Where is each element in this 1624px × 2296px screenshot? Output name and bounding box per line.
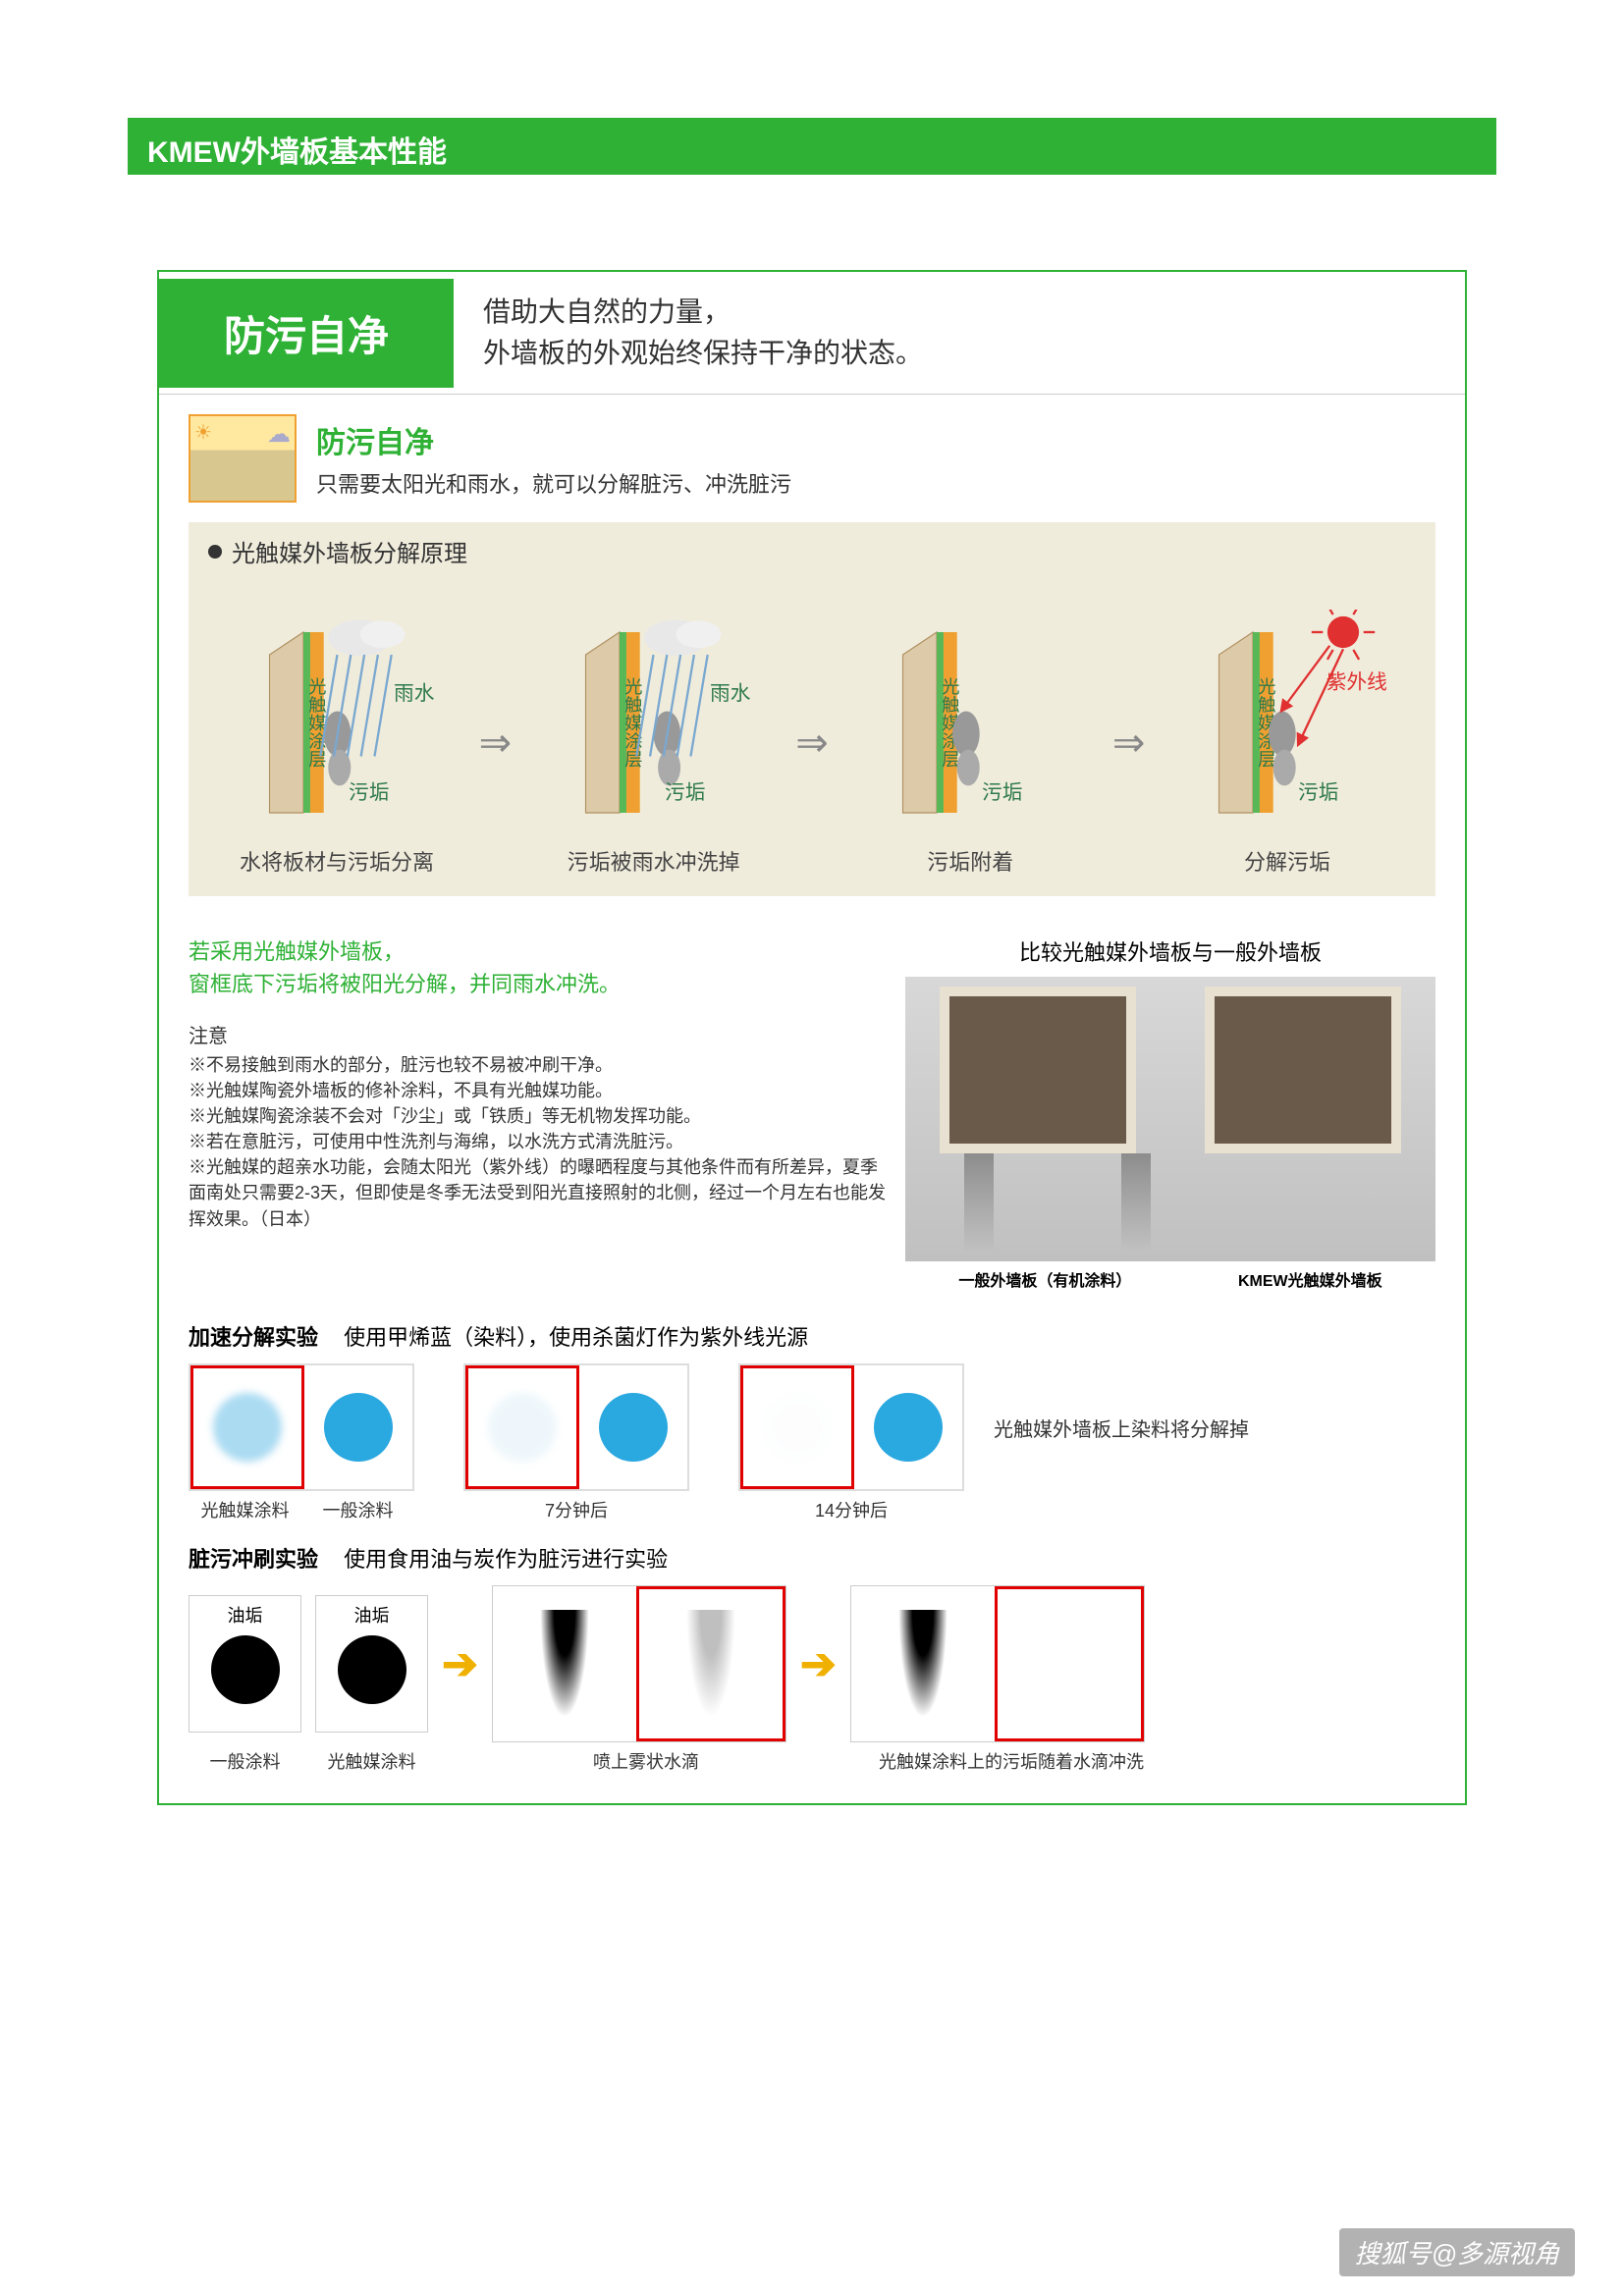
sample-left-0 [190, 1365, 304, 1489]
svg-text:雨水: 雨水 [710, 682, 751, 705]
exp2-title: 脏污冲刷实验 [189, 1547, 318, 1572]
exp1-captions: 光触媒涂料一般涂料 7分钟后 14分钟后 [189, 1497, 1435, 1522]
mid-section: 若采用光触媒外墙板，窗框底下污垢将被阳光分解，并同雨水冲洗。 注意 ※不易接触到… [159, 916, 1465, 1310]
sample-pair-2 [738, 1363, 964, 1491]
wash2-left [493, 1586, 636, 1741]
oil-label-2: 油垢 [354, 1602, 390, 1628]
sub-title: 防污自净 [316, 418, 791, 461]
exp2-captions: 一般涂料 光触媒涂料 喷上雾状水滴 光触媒涂料上的污垢随着水滴冲洗 [189, 1748, 1435, 1774]
window-right [1205, 987, 1401, 1153]
stage-caption-0: 水将板材与污垢分离 [240, 845, 434, 877]
stage-2: 光触媒涂层 污垢 污垢附着 [836, 610, 1106, 877]
mid-left: 若采用光触媒外墙板，窗框底下污垢将被阳光分解，并同雨水冲洗。 注意 ※不易接触到… [189, 935, 886, 1291]
exp1-cap-2: 14分钟后 [738, 1497, 964, 1522]
exp2-header: 脏污冲刷实验 使用食用油与炭作为脏污进行实验 [189, 1542, 1435, 1574]
svg-text:污垢: 污垢 [665, 781, 705, 804]
watermark: 搜狐号@多源视角 [1339, 2228, 1575, 2276]
warn-text: ※不易接触到雨水的部分，脏污也较不易被冲刷干净。※光触媒陶瓷外墙板的修补涂料，不… [189, 1052, 886, 1232]
stage-caption-3: 分解污垢 [1244, 845, 1330, 877]
compare-left-label: 一般外墙板（有机涂料） [958, 1267, 1131, 1291]
stage-caption-1: 污垢被雨水冲洗掉 [568, 845, 740, 877]
sub-block: 防污自净 只需要太阳光和雨水，就可以分解脏污、冲洗脏污 [316, 418, 791, 499]
title-desc: 借助大自然的力量， 外墙板的外观始终保持干净的状态。 [454, 272, 952, 394]
sample-right-2 [854, 1365, 962, 1489]
svg-text:紫外线: 紫外线 [1326, 671, 1387, 694]
warn-title: 注意 [189, 1020, 886, 1048]
window-left [940, 987, 1136, 1153]
exp1-cap-1: 7分钟后 [463, 1497, 689, 1522]
stain-left2 [1121, 1153, 1151, 1252]
wash-stage-2 [492, 1585, 786, 1742]
exp2-row: 油垢 油垢 ➔ ➔ [189, 1585, 1435, 1742]
exp1-note: 光触媒外墙板上染料将分解掉 [994, 1414, 1249, 1442]
black-dot-1 [211, 1635, 280, 1704]
drip-1 [540, 1610, 589, 1718]
oil-box-2: 油垢 [315, 1595, 428, 1733]
exp2-cap4: 光触媒涂料上的污垢随着水滴冲洗 [864, 1748, 1159, 1774]
stain-left1 [964, 1153, 994, 1252]
desc-line1: 借助大自然的力量， [483, 292, 923, 333]
wash-stage-3 [850, 1585, 1145, 1742]
mid-right: 比较光触媒外墙板与一般外墙板 一般外墙板（有机涂料） KMEW光触媒外墙板 [905, 935, 1435, 1291]
sub-row: 防污自净 只需要太阳光和雨水，就可以分解脏污、冲洗脏污 [159, 395, 1465, 522]
exp1-section: 加速分解实验 使用甲烯蓝（染料），使用杀菌灯作为紫外线光源 光触媒外墙板上染料将… [159, 1310, 1465, 1532]
header-title: KMEW外墙板基本性能 [147, 136, 447, 169]
title-row: 防污自净 借助大自然的力量， 外墙板的外观始终保持干净的状态。 [159, 272, 1465, 395]
exp2-cap1: 一般涂料 [189, 1748, 301, 1774]
stage-arrow-2: ⇒ [1112, 721, 1146, 766]
black-dot-2 [338, 1635, 406, 1704]
exp2-section: 脏污冲刷实验 使用食用油与炭作为脏污进行实验 油垢 油垢 ➔ ➔ [159, 1532, 1465, 1803]
stage-1: 光触媒涂层 污垢 雨水 污垢被雨水冲洗掉 [518, 610, 788, 877]
arrow-2: ➔ [800, 1639, 837, 1689]
principle-bar: 光触媒外墙板分解原理 [189, 522, 1435, 580]
green-note: 若采用光触媒外墙板，窗框底下污垢将被阳光分解，并同雨水冲洗。 [189, 935, 886, 1000]
exp2-subtitle: 使用食用油与炭作为脏污进行实验 [344, 1547, 668, 1572]
compare-labels: 一般外墙板（有机涂料） KMEW光触媒外墙板 [905, 1267, 1435, 1291]
exp2-cap3: 喷上雾状水滴 [499, 1748, 793, 1774]
compare-photo [905, 977, 1435, 1261]
svg-text:光触媒涂层: 光触媒涂层 [623, 677, 643, 768]
drip-2 [686, 1610, 735, 1718]
principle-title: 光触媒外墙板分解原理 [232, 534, 467, 568]
stage-arrow-1: ⇒ [795, 721, 829, 766]
stage-caption-2: 污垢附着 [927, 845, 1013, 877]
sample-pair-0 [189, 1363, 414, 1491]
desc-line2: 外墙板的外观始终保持干净的状态。 [483, 333, 923, 374]
exp1-subtitle: 使用甲烯蓝（染料），使用杀菌灯作为紫外线光源 [344, 1325, 808, 1350]
stage-arrow-0: ⇒ [479, 721, 513, 766]
compare-right-label: KMEW光触媒外墙板 [1238, 1267, 1382, 1291]
compare-title: 比较光触媒外墙板与一般外墙板 [905, 935, 1435, 967]
sample-left-1 [465, 1365, 579, 1489]
drip-3 [898, 1610, 947, 1718]
oil-box-1: 油垢 [189, 1595, 301, 1733]
content-box: 防污自净 借助大自然的力量， 外墙板的外观始终保持干净的状态。 防污自净 只需要… [157, 270, 1467, 1805]
page-header: KMEW外墙板基本性能 [128, 118, 1496, 175]
svg-text:污垢: 污垢 [1298, 781, 1338, 804]
wash3-right [995, 1586, 1144, 1741]
exp1-header: 加速分解实验 使用甲烯蓝（染料），使用杀菌灯作为紫外线光源 [189, 1320, 1435, 1352]
diagram-area: 光触媒涂层 污垢 雨水 水将板材与污垢分离⇒ 光触媒涂层 污垢 雨水 污垢被雨水… [189, 580, 1435, 896]
exp2-cap2: 光触媒涂料 [315, 1748, 428, 1774]
title-badge: 防污自净 [159, 279, 454, 388]
stage-0: 光触媒涂层 污垢 雨水 水将板材与污垢分离 [202, 610, 472, 877]
svg-text:光触媒涂层: 光触媒涂层 [306, 677, 327, 768]
arrow-1: ➔ [442, 1639, 478, 1689]
svg-text:污垢: 污垢 [982, 781, 1022, 804]
svg-text:污垢: 污垢 [349, 781, 389, 804]
wash2-right [636, 1586, 785, 1741]
oil-label-1: 油垢 [228, 1602, 263, 1628]
exp1-title: 加速分解实验 [189, 1325, 318, 1350]
bullet-icon [208, 545, 222, 559]
stage-3: 光触媒涂层 污垢 紫外线 分解污垢 [1152, 610, 1422, 877]
wash3-left [851, 1586, 995, 1741]
exp1-row: 光触媒外墙板上染料将分解掉 [189, 1363, 1435, 1491]
exp1-cap-0: 光触媒涂料一般涂料 [189, 1497, 414, 1522]
sample-right-1 [579, 1365, 687, 1489]
sample-right-0 [304, 1365, 412, 1489]
sub-text: 只需要太阳光和雨水，就可以分解脏污、冲洗脏污 [316, 467, 791, 499]
house-icon [189, 414, 297, 503]
sample-pair-1 [463, 1363, 689, 1491]
svg-text:雨水: 雨水 [394, 682, 435, 705]
sample-left-2 [740, 1365, 854, 1489]
